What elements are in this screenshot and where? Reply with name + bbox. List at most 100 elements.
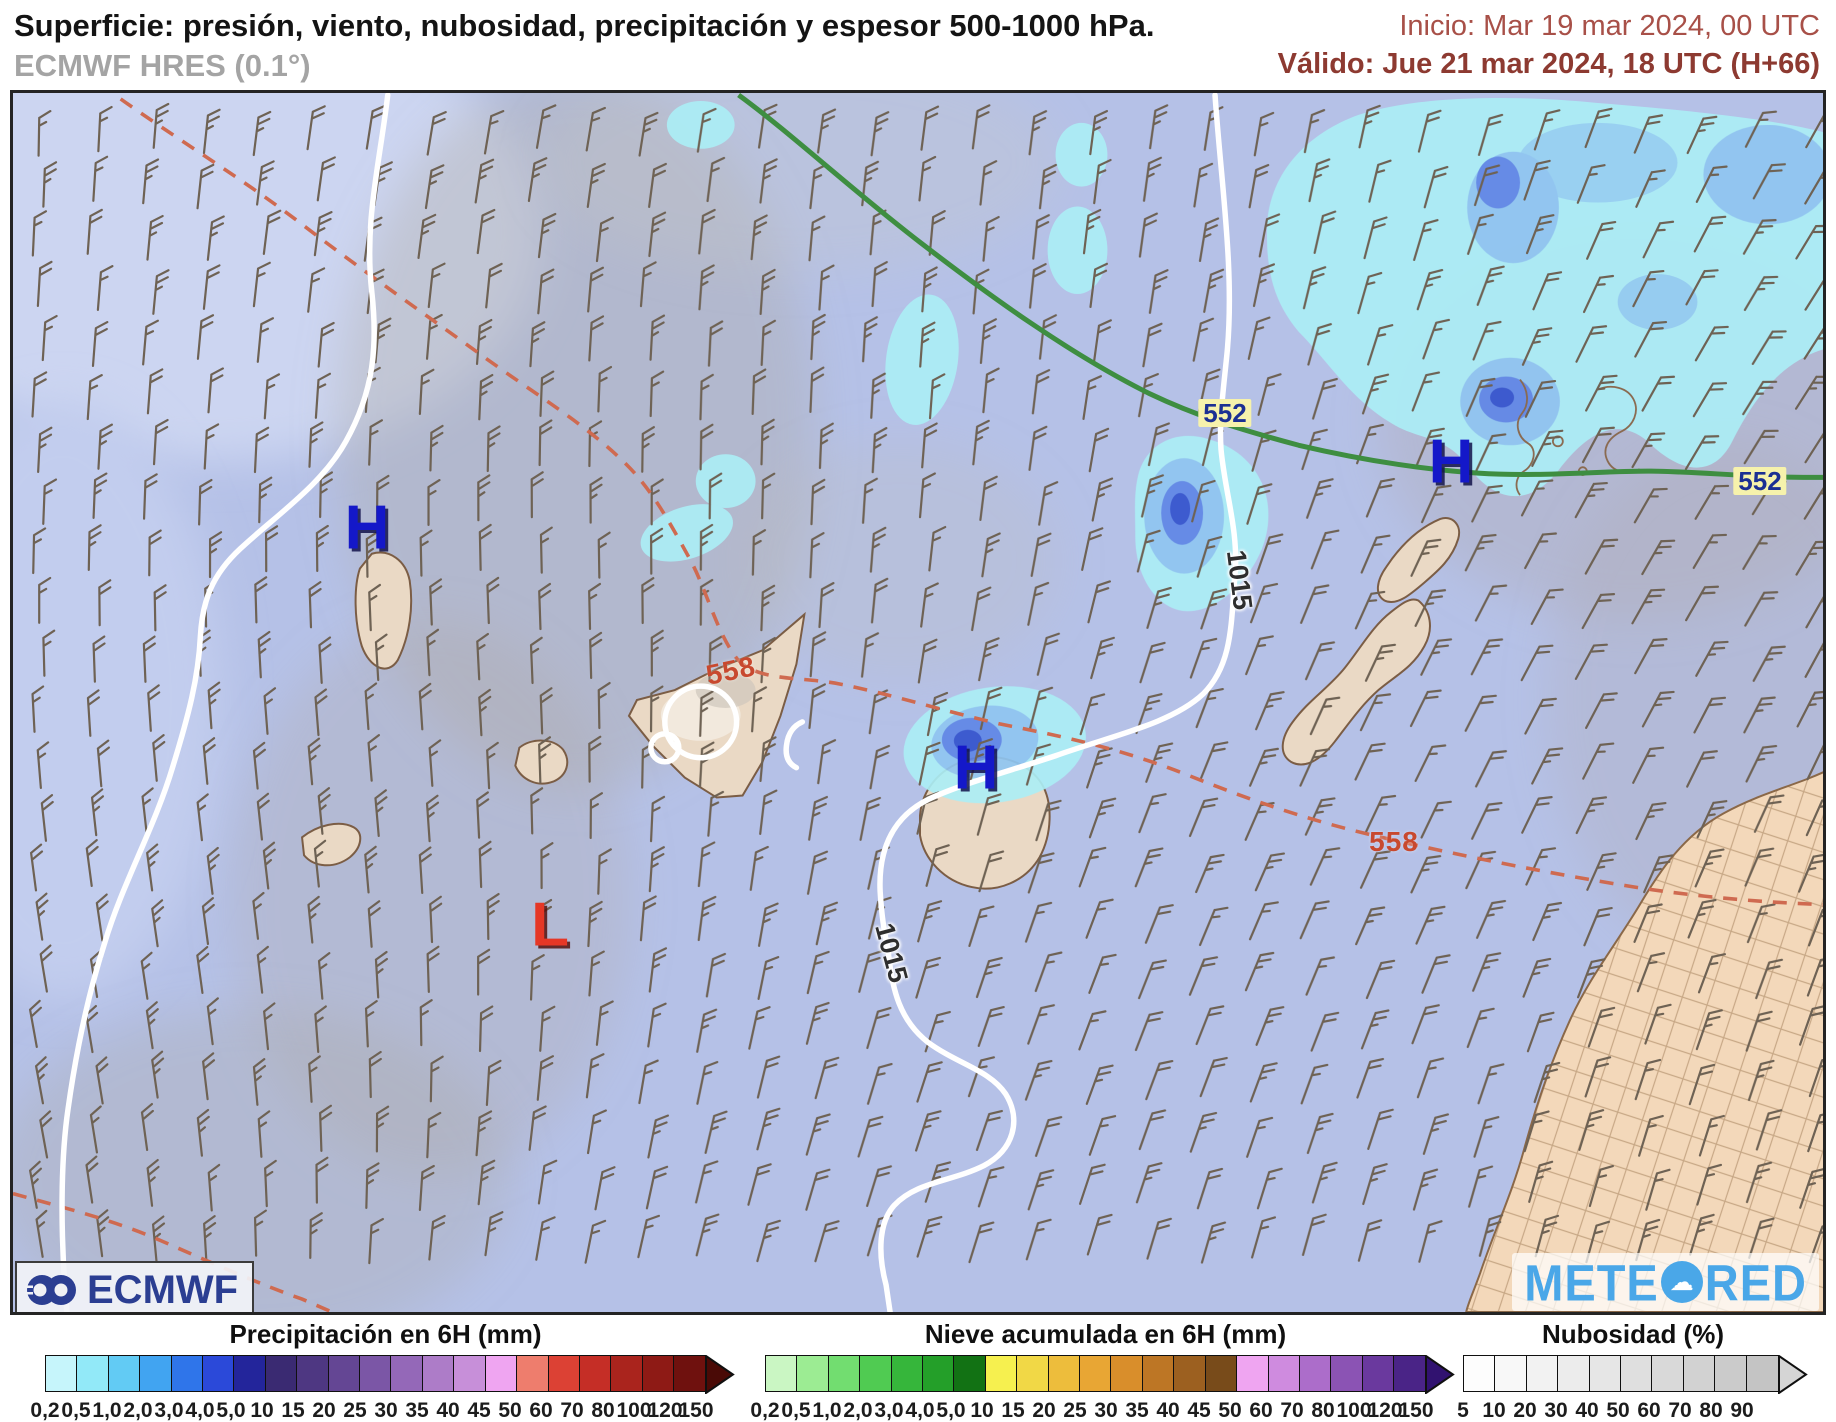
wind-barb-icon — [196, 163, 215, 210]
wind-barb-icon — [146, 843, 160, 892]
wind-barb-icon — [871, 261, 888, 308]
wind-barb-icon — [1365, 477, 1395, 518]
legend-swatch — [796, 1355, 830, 1392]
legend-tick-label: 0,2 — [30, 1399, 60, 1422]
wind-barb-icon — [1146, 1217, 1172, 1260]
wind-barb-icon — [1034, 1116, 1063, 1157]
wind-barb-icon — [1577, 958, 1606, 999]
wind-barb-icon — [538, 582, 552, 631]
wind-barb-icon — [1308, 158, 1331, 203]
wind-barb-icon — [971, 586, 992, 632]
legend-swatch — [1682, 1355, 1716, 1392]
legend-tick-label: 120 — [1367, 1399, 1403, 1422]
wind-barb-icon — [146, 368, 164, 415]
wind-barb-icon — [695, 1213, 720, 1257]
wind-barb-icon — [1641, 690, 1675, 728]
wind-barb-icon — [751, 368, 767, 416]
legend-tick-label: 10 — [250, 1399, 274, 1422]
wind-barb-icon — [759, 158, 778, 204]
wind-barb-icon — [1525, 847, 1557, 886]
wind-barb-icon — [1310, 529, 1340, 570]
wind-barb-icon — [585, 1053, 605, 1099]
wind-barb-icon — [1582, 742, 1615, 780]
wind-barb-icon — [41, 314, 58, 362]
wind-barb-icon — [1356, 1057, 1385, 1099]
wind-barb-icon — [1148, 269, 1169, 314]
wind-barb-icon — [1087, 580, 1111, 624]
wind-barb-icon — [759, 736, 777, 783]
legend-tick-label: 60 — [1637, 1399, 1661, 1422]
wind-barb-icon — [972, 419, 990, 466]
wind-barb-icon — [699, 423, 714, 471]
wind-barb-icon — [1305, 956, 1335, 996]
wind-barb-icon — [588, 950, 605, 997]
wind-barb-icon — [1423, 165, 1449, 209]
wind-barb-icon — [151, 1215, 166, 1264]
wind-barb-icon — [429, 424, 444, 472]
wind-barb-icon — [374, 950, 389, 999]
wind-barb-icon — [317, 952, 331, 1000]
wind-barb-icon — [862, 316, 878, 363]
wind-barb-icon — [1411, 1004, 1440, 1045]
wind-barb-icon — [256, 792, 270, 841]
wind-barb-icon — [314, 1005, 327, 1054]
wind-barb-icon — [975, 956, 1003, 999]
wind-barb-icon — [375, 1105, 390, 1153]
wind-barb-icon — [96, 739, 110, 788]
wind-barb-icon — [1193, 162, 1214, 208]
wind-barb-icon — [1203, 268, 1225, 313]
wind-barb-icon — [1530, 588, 1564, 625]
wind-barb-icon — [42, 629, 56, 677]
legend-title: Nubosidad (%) — [1542, 1319, 1724, 1349]
wind-barb-icon — [587, 266, 605, 313]
wind-barb-icon — [1028, 263, 1047, 309]
wind-barb-icon — [35, 1209, 48, 1258]
wind-barb-icon — [95, 1056, 109, 1105]
wind-barb-icon — [1635, 1218, 1661, 1262]
wind-barb-icon — [1576, 164, 1606, 204]
wind-barb-icon — [926, 691, 949, 737]
wind-barb-icon — [1743, 429, 1779, 465]
wind-barb-icon — [309, 1212, 323, 1259]
legend-swatch — [233, 1355, 267, 1392]
wind-barb-icon — [1744, 110, 1777, 148]
wind-barb-icon — [1031, 369, 1051, 415]
wind-barb-icon — [977, 1006, 1005, 1047]
legend-swatch — [1016, 1355, 1050, 1392]
legend-swatch — [76, 1355, 110, 1392]
wind-barb-icon — [1744, 847, 1775, 887]
wind-barb-icon — [425, 794, 440, 843]
wind-barb-icon — [1196, 535, 1223, 578]
thickness-552-contour — [737, 93, 1823, 480]
wind-barb-icon — [203, 423, 220, 470]
wind-barb-icon — [1091, 477, 1114, 522]
wind-barb-icon — [38, 576, 52, 624]
wind-barb-icon — [1364, 794, 1397, 833]
wind-barb-icon — [263, 1002, 276, 1051]
legend-swatch — [1267, 1355, 1301, 1392]
wind-barb-icon — [1365, 959, 1396, 1000]
wind-barb-icon — [29, 1160, 43, 1209]
wind-barb-icon — [530, 787, 544, 835]
wind-barb-icon — [925, 844, 950, 887]
legend-tick-label: 60 — [529, 1399, 553, 1422]
wind-barb-icon — [535, 1216, 556, 1261]
legend-tick-label: 20 — [1513, 1399, 1537, 1422]
wind-barb-icon — [1138, 793, 1167, 834]
wind-barb-icon — [699, 373, 714, 421]
wind-barb-icon — [37, 110, 52, 157]
wind-barb-icon — [485, 262, 503, 309]
legend-swatch — [484, 1355, 518, 1392]
wind-barb-icon — [258, 476, 273, 524]
wind-barb-icon — [1808, 1056, 1823, 1098]
wind-barb-icon — [1189, 1111, 1218, 1153]
wind-barb-icon — [1803, 485, 1823, 520]
wind-barb-icon — [142, 473, 158, 520]
wind-barb-icon — [1304, 641, 1336, 681]
wind-barb-icon — [1085, 898, 1114, 939]
wind-barb-icon — [1744, 591, 1779, 627]
wind-barb-icon — [1694, 484, 1730, 520]
wind-barb-icon — [1642, 220, 1675, 259]
wind-barb-icon — [751, 529, 767, 576]
wind-barb-icon — [1036, 632, 1060, 676]
